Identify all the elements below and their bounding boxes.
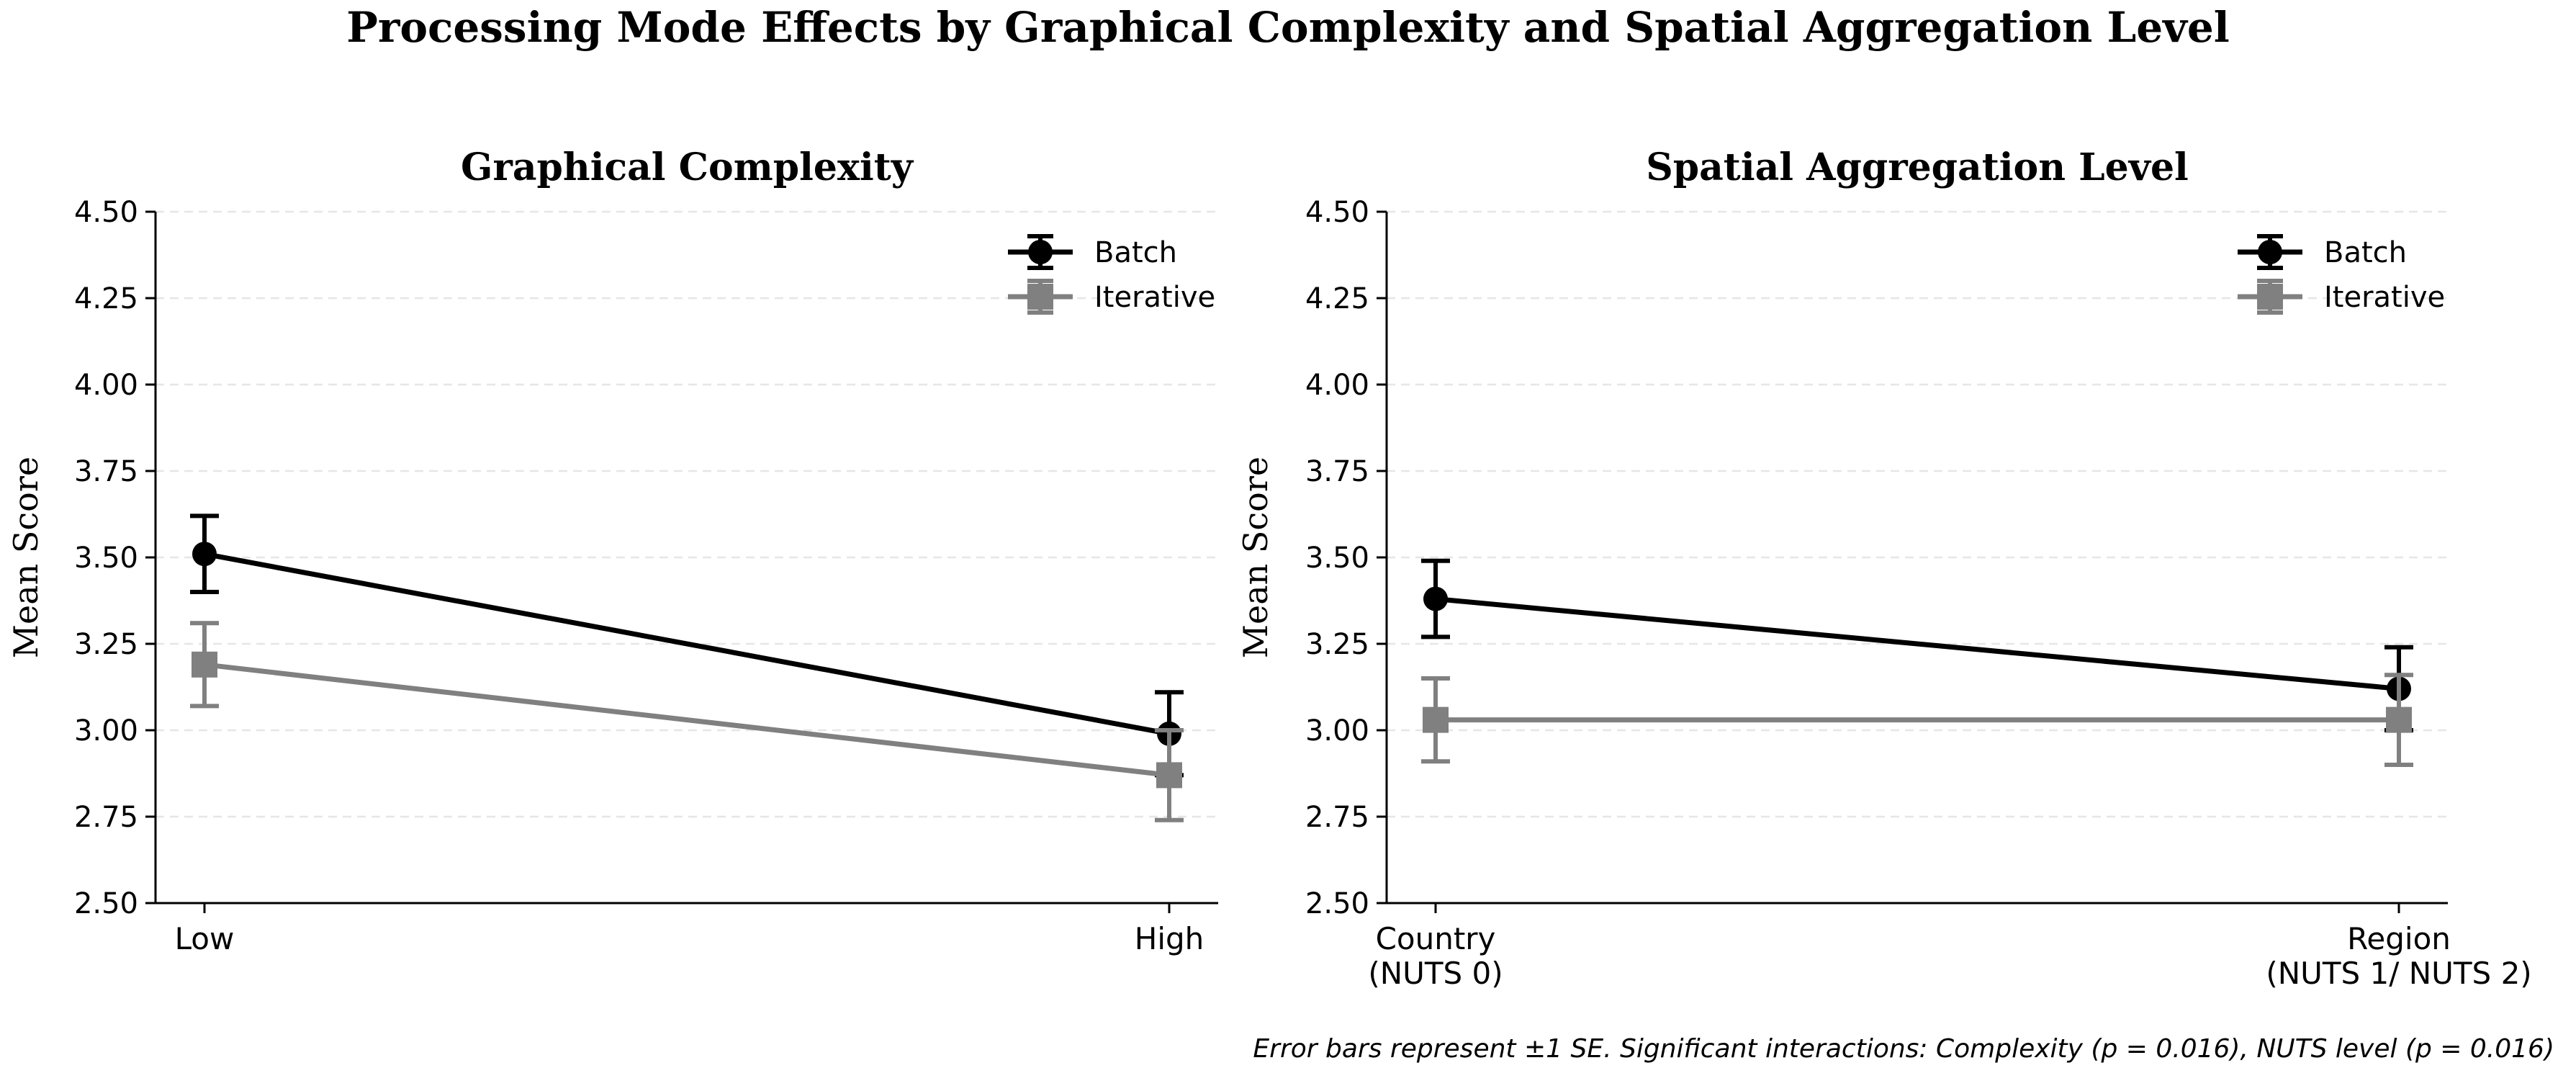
legend-marker-circle bbox=[2258, 240, 2282, 264]
y-tick-label: 4.00 bbox=[74, 369, 138, 402]
series-line-iterative bbox=[204, 662, 1170, 778]
legend-marker-circle bbox=[1028, 240, 1053, 264]
series-line-batch bbox=[204, 551, 1170, 737]
x-tick-label: Low bbox=[175, 921, 235, 956]
data-point-batch bbox=[192, 542, 217, 567]
y-tick-label: 3.50 bbox=[74, 542, 138, 575]
data-point-iterative bbox=[192, 651, 217, 678]
x-tick-label-line: Country bbox=[1376, 921, 1496, 956]
y-tick-label: 2.50 bbox=[1305, 887, 1369, 920]
y-tick-label: 3.00 bbox=[74, 714, 138, 748]
x-tick-label-line: Low bbox=[175, 921, 235, 956]
legend: Batch Iterative bbox=[1008, 234, 1215, 315]
legend-marker-square bbox=[1027, 284, 1053, 310]
data-point-iterative bbox=[1423, 706, 1449, 733]
x-tick-label-line: (NUTS 0) bbox=[1368, 956, 1503, 991]
y-tick-label: 3.75 bbox=[1305, 455, 1369, 488]
x-tick-label: Country (NUTS 0) bbox=[1368, 921, 1503, 991]
x-tick-label-line: Region bbox=[2347, 921, 2451, 956]
y-tick-label: 2.75 bbox=[1305, 801, 1369, 834]
legend-label-iterative: Iterative bbox=[1094, 281, 1215, 314]
data-point-iterative bbox=[2386, 706, 2412, 733]
chart-panel-2: Spatial Aggregation Level 2.50 2.75 3.00 3.2… bbox=[1236, 145, 2532, 991]
y-axis-label: Mean Score bbox=[6, 457, 45, 658]
y-axis-label: Mean Score bbox=[1236, 457, 1275, 658]
panels: Graphical Complexity 2.50 2.75 3.00 3.25 3.50… bbox=[6, 145, 2532, 991]
y-tick-label: 4.25 bbox=[74, 282, 138, 315]
panel-title: Spatial Aggregation Level bbox=[1646, 145, 2189, 189]
y-tick-label: 4.50 bbox=[1305, 196, 1369, 229]
legend-label-batch: Batch bbox=[2324, 236, 2407, 269]
y-tick-label: 4.50 bbox=[74, 196, 138, 229]
y-tick-label: 3.75 bbox=[74, 455, 138, 488]
data-point-iterative bbox=[1156, 762, 1182, 789]
y-tick-label: 3.50 bbox=[1305, 542, 1369, 575]
legend-label-batch: Batch bbox=[1094, 236, 1177, 269]
data-point-batch bbox=[1423, 586, 1448, 611]
x-tick-label-line: (NUTS 1/ NUTS 2) bbox=[2266, 956, 2531, 991]
x-tick-label-line: High bbox=[1135, 921, 1204, 956]
y-tick-label: 3.25 bbox=[1305, 628, 1369, 661]
panel-title: Graphical Complexity bbox=[461, 145, 914, 189]
y-tick-label: 2.50 bbox=[74, 887, 138, 920]
footnote: Error bars represent ±1 SE. Significant … bbox=[1253, 1034, 2554, 1064]
y-tick-label: 4.25 bbox=[1305, 282, 1369, 315]
legend: Batch Iterative bbox=[2238, 234, 2445, 315]
legend-marker-square bbox=[2257, 284, 2283, 310]
y-tick-label: 4.00 bbox=[1305, 369, 1369, 402]
x-tick-label: Region (NUTS 1/ NUTS 2) bbox=[2266, 921, 2531, 991]
chart-panel-1: Graphical Complexity 2.50 2.75 3.00 3.25 3.50… bbox=[6, 145, 1218, 956]
figure-title: Processing Mode Effects by Graphical Com… bbox=[346, 3, 2230, 52]
y-tick-label: 3.00 bbox=[1305, 714, 1369, 748]
y-tick-label: 3.25 bbox=[74, 628, 138, 661]
y-tick-label: 2.75 bbox=[74, 801, 138, 834]
legend-label-iterative: Iterative bbox=[2324, 281, 2445, 314]
series-line-batch bbox=[1435, 596, 2400, 691]
x-tick-label: High bbox=[1135, 921, 1204, 956]
